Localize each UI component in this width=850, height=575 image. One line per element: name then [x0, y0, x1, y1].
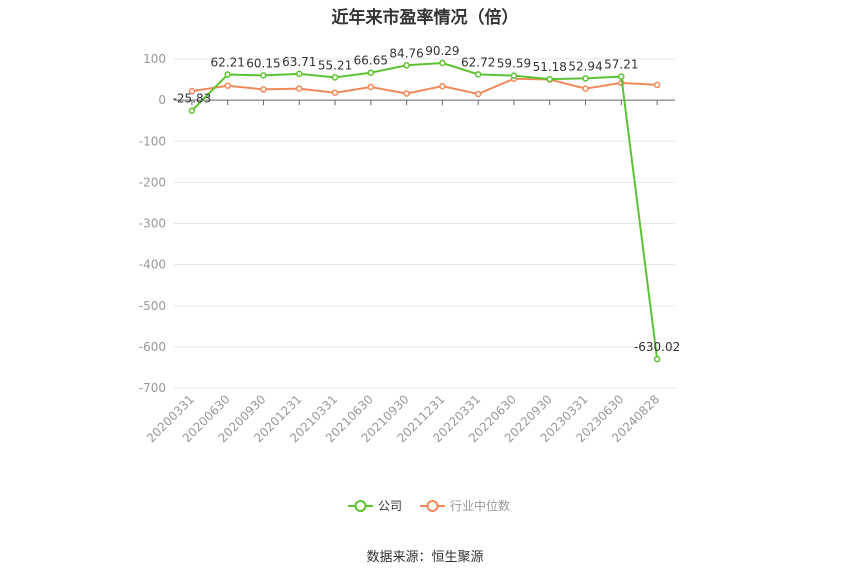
- data-point[interactable]: [439, 82, 446, 90]
- chart-title: 近年来市盈率情况（倍）: [331, 8, 519, 28]
- data-point[interactable]: [618, 73, 625, 80]
- y-tick-label: 100: [143, 52, 166, 66]
- data-label: 55.21: [318, 58, 352, 72]
- y-tick-label: -700: [139, 381, 166, 395]
- data-point[interactable]: [546, 75, 553, 83]
- y-tick-label: -400: [139, 258, 166, 272]
- y-tick-label: -600: [139, 340, 166, 354]
- data-label: 62.72: [461, 55, 495, 69]
- data-point[interactable]: [188, 107, 196, 114]
- data-label: 66.65: [354, 54, 388, 68]
- y-tick-label: -500: [139, 299, 166, 313]
- legend[interactable]: 公司 行业中位数: [348, 498, 510, 513]
- data-label: 63.71: [282, 55, 316, 69]
- legend-item[interactable]: 公司: [348, 499, 402, 513]
- y-tick-label: -100: [139, 134, 166, 148]
- data-point[interactable]: [582, 85, 589, 92]
- data-point[interactable]: [260, 86, 267, 93]
- data-point[interactable]: [331, 74, 339, 81]
- data-label: 57.21: [604, 58, 638, 72]
- y-tick-label: -300: [139, 217, 166, 231]
- data-point[interactable]: [367, 83, 375, 91]
- data-point[interactable]: [296, 70, 303, 78]
- data-point[interactable]: [653, 81, 661, 89]
- data-point[interactable]: [260, 72, 267, 79]
- data-point[interactable]: [582, 75, 589, 82]
- series-lines: [188, 59, 661, 363]
- y-tick-label: -200: [139, 175, 166, 189]
- data-point[interactable]: [331, 89, 339, 96]
- legend-label: 公司: [378, 499, 402, 513]
- data-label: 51.18: [533, 60, 567, 74]
- series-line: [191, 77, 658, 96]
- data-point[interactable]: [224, 71, 231, 78]
- data-source-note: 数据来源：恒生聚源: [366, 550, 484, 565]
- data-point[interactable]: [188, 87, 196, 95]
- data-label: -630.02: [634, 340, 680, 354]
- series-line: [191, 61, 659, 360]
- data-label: 60.15: [246, 56, 280, 70]
- data-point[interactable]: [296, 85, 303, 92]
- data-point[interactable]: [403, 90, 410, 97]
- data-label: -25.83: [173, 92, 212, 106]
- data-label: 59.59: [497, 57, 531, 71]
- legend-marker: [426, 500, 439, 512]
- data-point[interactable]: [474, 71, 482, 78]
- y-tick-label: 0: [158, 93, 166, 107]
- data-point[interactable]: [474, 90, 482, 98]
- data-label: 84.76: [389, 46, 423, 60]
- legend-label: 行业中位数: [450, 498, 510, 513]
- data-point[interactable]: [403, 62, 410, 69]
- legend-item[interactable]: 行业中位数: [420, 498, 510, 513]
- legend-marker: [354, 500, 367, 512]
- data-point[interactable]: [367, 69, 375, 76]
- data-label: 62.21: [210, 56, 244, 70]
- data-label: 90.29: [425, 44, 459, 58]
- grid-lines: [174, 58, 675, 389]
- data-point[interactable]: [224, 82, 231, 89]
- data-point[interactable]: [653, 355, 661, 363]
- data-label: 52.94: [568, 59, 602, 73]
- axes: 1000-100-200-300-400-500-600-70020200331…: [139, 52, 675, 445]
- data-point[interactable]: [439, 59, 446, 67]
- data-point[interactable]: [510, 72, 518, 79]
